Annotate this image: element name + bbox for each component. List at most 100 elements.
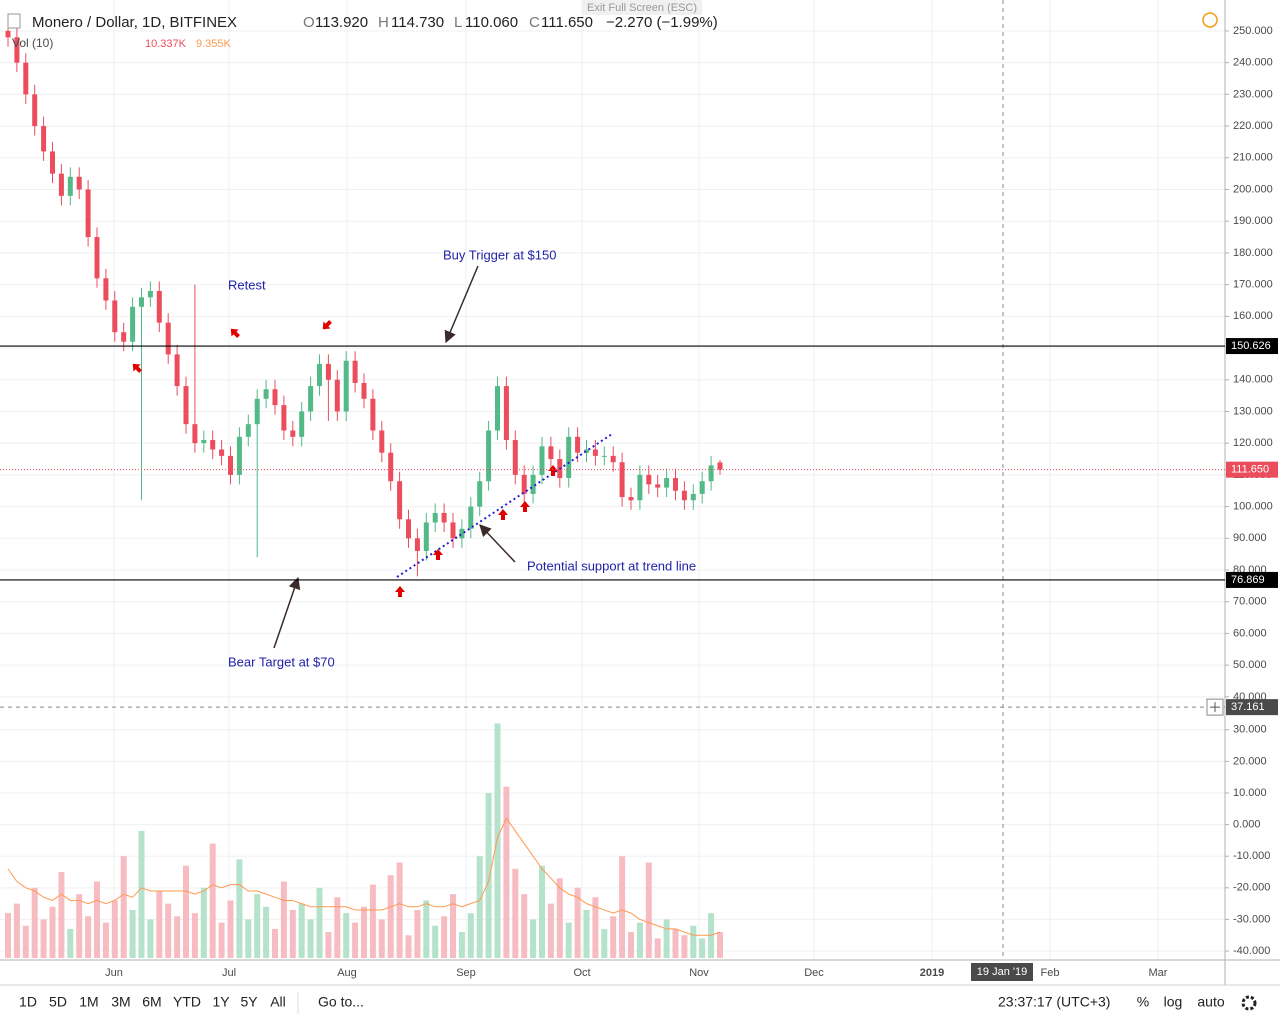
- volume-bar: [645, 862, 652, 958]
- volume-bar: [690, 925, 697, 958]
- volume-bar: [183, 865, 189, 958]
- trend-line: [396, 433, 613, 578]
- range-button[interactable]: 5Y: [240, 994, 258, 1010]
- volume-bar: [369, 884, 376, 958]
- volume-bar: [316, 887, 323, 958]
- volume-bar: [636, 922, 643, 958]
- range-button[interactable]: All: [270, 994, 286, 1010]
- range-button[interactable]: 3M: [111, 994, 130, 1010]
- arrow: [444, 265, 479, 344]
- x-tick-label: Jul: [222, 967, 236, 979]
- collapse-button[interactable]: [7, 13, 21, 29]
- range-button[interactable]: 1M: [79, 994, 98, 1010]
- candle-body: [584, 449, 589, 453]
- candle-body: [699, 481, 705, 494]
- arrow: [479, 524, 516, 563]
- range-button[interactable]: 5D: [49, 994, 67, 1010]
- range-button[interactable]: 1Y: [212, 994, 230, 1010]
- volume-bar: [396, 862, 403, 958]
- crosshair-add-icon[interactable]: [1210, 702, 1220, 713]
- level-label: 76.869: [1231, 574, 1265, 586]
- scale-option[interactable]: log: [1164, 994, 1183, 1010]
- symbol[interactable]: Monero / Dollar, 1D, BITFINEX: [32, 14, 237, 31]
- candle-body: [503, 386, 509, 441]
- candle-body: [219, 449, 225, 456]
- candle-body: [281, 405, 287, 431]
- volume-bar: [539, 865, 545, 958]
- y-tick-label: 60.000: [1233, 627, 1267, 639]
- candle-body: [459, 528, 465, 539]
- volume-bar: [672, 928, 679, 958]
- settings-button[interactable]: [1241, 995, 1257, 1011]
- scale-option[interactable]: auto: [1197, 994, 1224, 1010]
- signal-arrow: [433, 549, 443, 560]
- volume-bar: [209, 843, 216, 958]
- candle-body: [245, 424, 251, 437]
- volume-bar: [102, 922, 109, 958]
- signal-arrow: [498, 509, 508, 520]
- candle-body: [210, 440, 216, 450]
- y-tick-label: 210.000: [1233, 152, 1273, 164]
- x-tick-label: Oct: [573, 967, 590, 979]
- ohlc-label: H: [378, 14, 389, 31]
- candle-body: [486, 430, 492, 482]
- x-tick-label: Feb: [1041, 967, 1060, 979]
- exit-fullscreen-label[interactable]: Exit Full Screen (ESC): [587, 2, 697, 14]
- candle-body: [646, 474, 652, 485]
- x-tick-label: Jun: [105, 967, 123, 979]
- y-tick-label: -20.000: [1233, 882, 1270, 894]
- candle-body: [343, 360, 349, 412]
- volume-bar: [236, 859, 243, 958]
- volume-bar: [307, 919, 314, 958]
- candle-body: [67, 176, 73, 196]
- y-tick-label: 180.000: [1233, 247, 1273, 259]
- y-tick-label: 230.000: [1233, 88, 1273, 100]
- candle-body: [156, 290, 162, 323]
- candle-body: [406, 519, 411, 539]
- candle-body: [121, 332, 127, 342]
- y-tick-label: 90.000: [1233, 532, 1267, 544]
- y-tick-label: 70.000: [1233, 596, 1267, 608]
- x-tick-label: Dec: [804, 967, 824, 979]
- candle-body: [272, 389, 278, 406]
- volume-bar: [5, 913, 11, 958]
- exit-fullscreen[interactable]: [582, 0, 702, 15]
- range-button[interactable]: YTD: [173, 994, 201, 1010]
- candle-body: [192, 424, 198, 444]
- crosshair-x-label: 19 Jan '19: [977, 966, 1027, 978]
- y-tick-label: -10.000: [1233, 850, 1270, 862]
- y-tick-label: 30.000: [1233, 724, 1267, 736]
- candle-body: [50, 151, 55, 174]
- ohlc-label: C: [529, 14, 540, 31]
- overlay-layer: Retest Buy Trigger at $150 Bear Target a…: [0, 0, 1280, 986]
- scale-option[interactable]: %: [1137, 994, 1149, 1010]
- y-tick-label: 0.000: [1233, 819, 1261, 831]
- signal-arrow: [548, 465, 558, 476]
- goto-button[interactable]: Go to...: [318, 994, 364, 1010]
- indicator-name[interactable]: Vol (10): [12, 36, 53, 50]
- candle-body: [655, 484, 661, 488]
- candle-body: [325, 363, 331, 380]
- candle-body: [165, 322, 171, 355]
- candle-body: [601, 455, 607, 457]
- y-tick-label: 50.000: [1233, 659, 1267, 671]
- range-button[interactable]: 6M: [142, 994, 161, 1010]
- volume-bar: [58, 872, 65, 958]
- crosshair-x-box: [971, 963, 1033, 981]
- range-button[interactable]: 1D: [19, 994, 37, 1010]
- candle-body: [388, 452, 394, 482]
- volume-bar: [138, 830, 145, 958]
- volume-bar: [574, 887, 581, 958]
- volume-bar: [22, 925, 29, 958]
- volume-bar: [67, 928, 74, 958]
- volume-bar: [610, 916, 617, 958]
- candle-body: [299, 411, 305, 437]
- candle-body: [477, 481, 483, 507]
- volume-bar: [156, 890, 163, 958]
- volume-bar: [111, 900, 118, 958]
- candle-body: [254, 398, 260, 425]
- candle-body: [673, 478, 678, 491]
- alert-icon[interactable]: [1202, 12, 1218, 28]
- volume-bar: [556, 878, 563, 958]
- volume-bar: [334, 897, 341, 958]
